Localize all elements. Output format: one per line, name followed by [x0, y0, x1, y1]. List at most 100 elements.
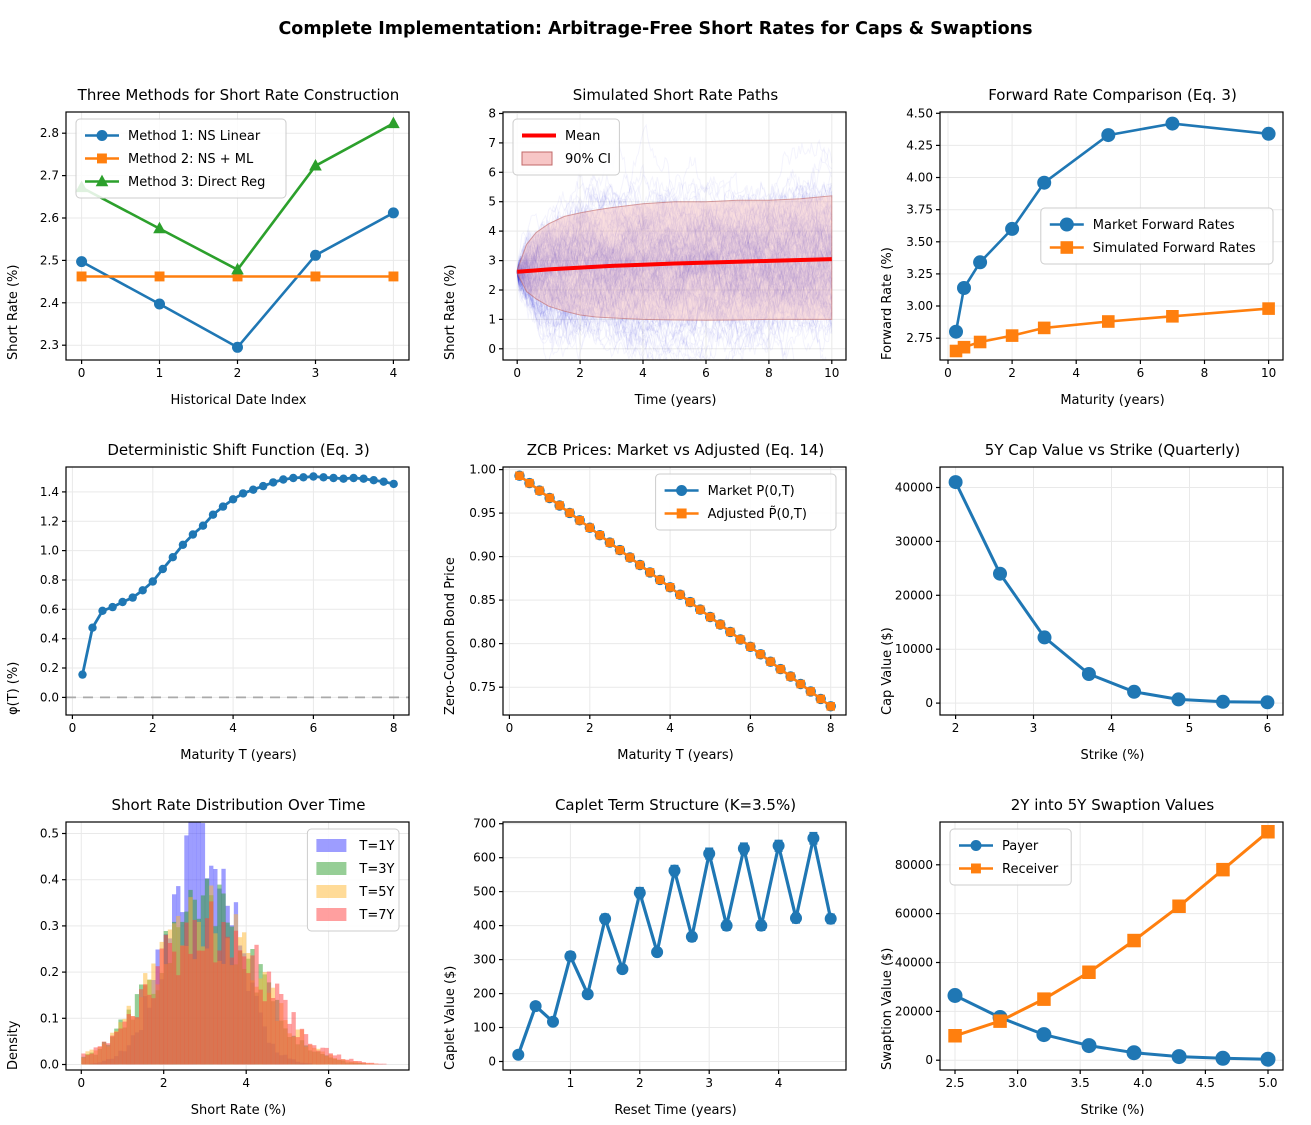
- svg-text:0.95: 0.95: [469, 506, 496, 520]
- axes-frame: [502, 821, 847, 1071]
- svg-text:3: 3: [1030, 721, 1038, 735]
- plot-content: [947, 825, 1276, 1067]
- svg-text:0: 0: [488, 342, 496, 356]
- x-axis-label: Time (years): [634, 393, 717, 408]
- svg-text:2: 2: [952, 721, 960, 735]
- svg-text:8: 8: [390, 721, 398, 735]
- x-axis-label: Historical Date Index: [170, 393, 307, 408]
- svg-text:2.8: 2.8: [40, 126, 59, 140]
- svg-text:0.2: 0.2: [40, 965, 59, 979]
- gridlines: [940, 467, 1283, 715]
- y-axis-label: Short Rate (%): [443, 264, 458, 360]
- y-axis-label: Swaption Value ($): [880, 947, 895, 1070]
- tick-labels: 0 2 4 6 0.0 0.1 0.2 0.3 0.4 0.5: [40, 827, 333, 1091]
- charts-grid: Three Methods for Short Rate Constructio…: [0, 58, 1311, 1123]
- svg-text:2: 2: [149, 721, 157, 735]
- svg-text:8: 8: [765, 366, 773, 380]
- chart-title: Simulated Short Rate Paths: [572, 86, 779, 104]
- svg-text:60000: 60000: [895, 907, 933, 921]
- y-axis-label: Short Rate (%): [6, 264, 21, 360]
- svg-text:3: 3: [488, 254, 496, 268]
- svg-text:0: 0: [925, 1053, 933, 1067]
- caplet-term-structure-plot: 1 2 3 4 0 100 200 300 400 500 600 700: [473, 817, 847, 1090]
- svg-text:2: 2: [488, 283, 496, 297]
- svg-text:0.75: 0.75: [469, 680, 496, 694]
- svg-text:4: 4: [390, 366, 398, 380]
- panel-three-methods: Three Methods for Short Rate Constructio…: [0, 58, 437, 413]
- svg-text:T=1Y: T=1Y: [358, 839, 394, 854]
- x-axis-label: Strike (%): [1080, 748, 1145, 763]
- chart-title: 5Y Cap Value vs Strike (Quarterly): [984, 441, 1241, 459]
- svg-text:500: 500: [473, 885, 496, 899]
- plot-content: [514, 470, 836, 712]
- x-axis-label: Short Rate (%): [190, 1103, 287, 1118]
- svg-text:2.7: 2.7: [40, 169, 59, 183]
- tick-labels: 0 2 4 6 8 10 2.75 3.00 3.25 3.50 3.75 4.00 4.25 4.50: [906, 107, 1276, 380]
- svg-text:8: 8: [827, 721, 835, 735]
- series: [948, 475, 1275, 710]
- gridlines: [66, 467, 409, 715]
- svg-text:4: 4: [488, 224, 496, 238]
- svg-text:0.2: 0.2: [40, 661, 59, 675]
- svg-text:4: 4: [242, 1076, 250, 1090]
- svg-text:8: 8: [1201, 366, 1209, 380]
- plot-content: [512, 831, 837, 1061]
- svg-text:10: 10: [1261, 366, 1276, 380]
- svg-text:6: 6: [488, 165, 496, 179]
- svg-text:0.3: 0.3: [40, 919, 59, 933]
- svg-text:20000: 20000: [895, 1004, 933, 1018]
- svg-text:0.4: 0.4: [40, 632, 59, 646]
- svg-text:0: 0: [925, 696, 933, 710]
- svg-text:80000: 80000: [895, 858, 933, 872]
- svg-text:6: 6: [1264, 721, 1272, 735]
- svg-text:2: 2: [586, 721, 594, 735]
- svg-text:Market P(0,T): Market P(0,T): [708, 484, 795, 499]
- svg-text:5: 5: [1186, 721, 1194, 735]
- svg-text:1: 1: [156, 366, 164, 380]
- svg-text:T=3Y: T=3Y: [358, 862, 394, 877]
- simulated-paths-plot: 0 2 4 6 8 10 0 1 2 3 4 5 6 7 8 Mean 90% CI: [488, 107, 847, 380]
- panel-zcb-prices: ZCB Prices: Market vs Adjusted (Eq. 14) …: [437, 413, 874, 768]
- svg-text:3.50: 3.50: [906, 235, 933, 249]
- svg-text:3: 3: [312, 366, 320, 380]
- svg-text:5: 5: [488, 195, 496, 209]
- chart-title: Short Rate Distribution Over Time: [111, 796, 366, 814]
- tick-labels: 2.5 3.0 3.5 4.0 4.5 5.0 0 20000 40000 60000 80000: [895, 858, 1278, 1090]
- svg-text:90% CI: 90% CI: [565, 152, 611, 167]
- series: [948, 825, 1275, 1043]
- axes-frame: [502, 466, 847, 716]
- y-axis-label: Forward Rate (%): [880, 247, 895, 360]
- legend: Mean 90% CI: [512, 118, 620, 176]
- panel-swaption-values: 2Y into 5Y Swaption Values Swaption Valu…: [874, 768, 1311, 1123]
- panel-simulated-paths: Simulated Short Rate Paths Short Rate (%…: [437, 58, 874, 413]
- svg-text:0: 0: [944, 366, 952, 380]
- y-axis-label: Density: [6, 1020, 21, 1070]
- zcb-prices-plot: 0 2 4 6 8 0.75 0.80 0.85 0.90 0.95 1.00 Market P(0,…: [469, 463, 847, 735]
- svg-text:Method 1: NS Linear: Method 1: NS Linear: [128, 129, 261, 144]
- plot-content: [66, 472, 409, 699]
- svg-text:0.0: 0.0: [40, 1058, 59, 1072]
- svg-text:4: 4: [775, 1076, 783, 1090]
- x-axis-label: Maturity T (years): [180, 748, 297, 763]
- cap-value-plot: 2 3 4 5 6 0 10000 20000 30000 40000: [895, 466, 1284, 735]
- svg-text:0: 0: [78, 366, 86, 380]
- svg-text:6: 6: [702, 366, 710, 380]
- svg-text:2.5: 2.5: [945, 1076, 964, 1090]
- axes-frame: [65, 821, 410, 1071]
- plot-content: [949, 116, 1276, 358]
- svg-text:2: 2: [1008, 366, 1016, 380]
- y-axis-label: φ(T) (%): [6, 661, 21, 715]
- svg-text:2.5: 2.5: [40, 253, 59, 267]
- chart-title: Forward Rate Comparison (Eq. 3): [988, 86, 1237, 104]
- axes-frame: [939, 111, 1284, 361]
- svg-text:Payer: Payer: [1002, 839, 1039, 854]
- svg-text:2: 2: [636, 1076, 644, 1090]
- panel-rate-distribution: Short Rate Distribution Over Time Densit…: [0, 768, 437, 1123]
- svg-text:1.00: 1.00: [469, 463, 496, 477]
- chart-title: ZCB Prices: Market vs Adjusted (Eq. 14): [526, 441, 825, 459]
- y-axis-label: Caplet Value ($): [443, 965, 458, 1070]
- svg-text:700: 700: [473, 817, 496, 831]
- legend: Payer Receiver: [949, 828, 1072, 886]
- series: [515, 471, 835, 711]
